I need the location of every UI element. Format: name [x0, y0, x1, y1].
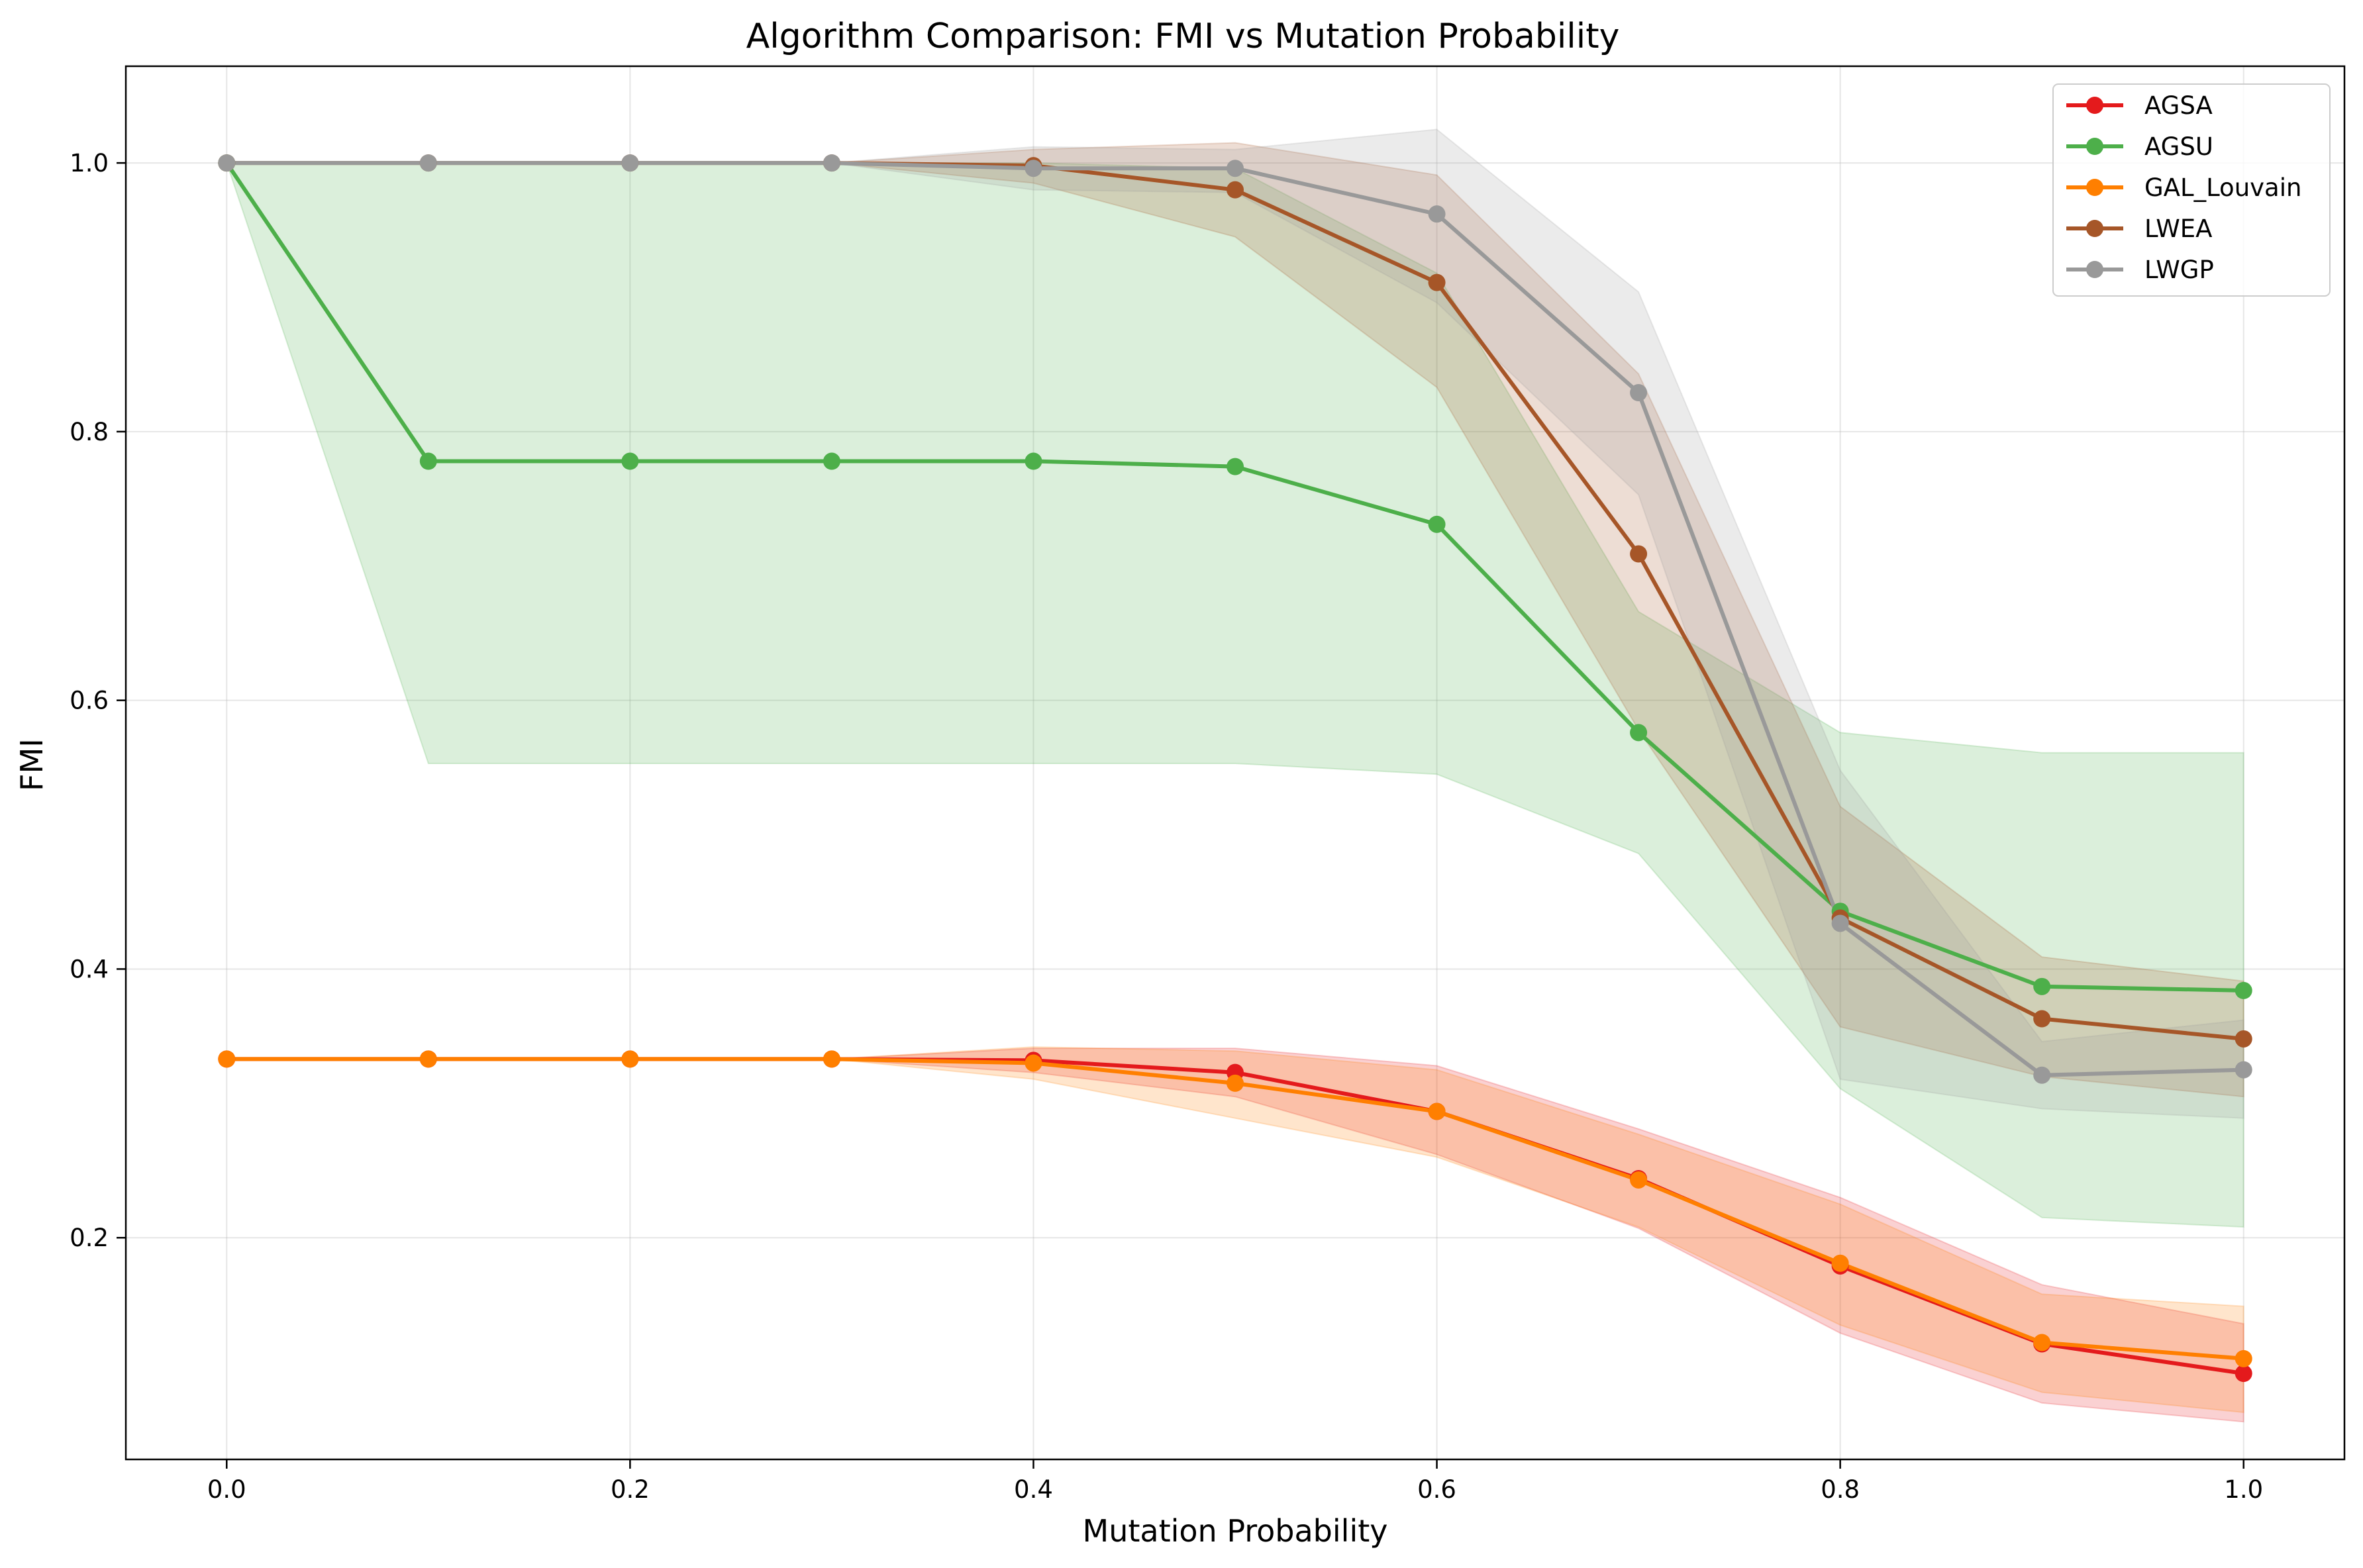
series-markers	[218, 154, 2252, 1383]
legend-marker-lwea	[2086, 220, 2103, 237]
point-gal-louvain	[1630, 1171, 1648, 1189]
legend-label-agsa: AGSA	[2144, 91, 2213, 120]
point-agsu	[1025, 452, 1042, 470]
legend-marker-agsa	[2086, 97, 2103, 114]
point-agsu	[621, 452, 639, 470]
y-tick-label: 0.8	[70, 418, 109, 446]
point-agsu	[1428, 515, 1446, 533]
point-agsu	[823, 452, 840, 470]
point-gal-louvain	[218, 1050, 236, 1068]
x-tick-label: 0.4	[1014, 1475, 1053, 1504]
point-gal-louvain	[823, 1050, 840, 1068]
point-lwgp	[218, 154, 236, 172]
point-lwea	[1428, 273, 1446, 291]
point-gal-louvain	[1025, 1054, 1042, 1072]
y-tick-label: 0.6	[70, 687, 109, 715]
point-agsu	[2033, 977, 2051, 995]
point-lwea	[1227, 181, 1244, 199]
point-agsa	[2235, 1365, 2252, 1383]
point-lwgp	[1630, 384, 1648, 402]
point-gal-louvain	[621, 1050, 639, 1068]
legend-label-lwgp: LWGP	[2144, 256, 2214, 284]
point-gal-louvain	[419, 1050, 437, 1068]
y-tick-label: 0.4	[70, 955, 109, 983]
point-gal-louvain	[2235, 1349, 2252, 1367]
legend-marker-lwgp	[2086, 261, 2103, 278]
legend-label-agsu: AGSU	[2144, 132, 2213, 161]
point-lwgp	[2235, 1061, 2252, 1079]
x-tick-label: 0.2	[611, 1475, 650, 1504]
legend-marker-agsu	[2086, 138, 2103, 155]
legend: AGSA AGSU GAL_Louvain LWEA LWGP	[2052, 83, 2331, 297]
legend-marker-gal-louvain	[2086, 179, 2103, 196]
point-lwgp	[1025, 160, 1042, 177]
x-tick-label: 1.0	[2224, 1475, 2263, 1504]
legend-label-lwea: LWEA	[2144, 215, 2213, 243]
y-tick-label: 0.2	[70, 1224, 109, 1252]
point-lwea	[2033, 1010, 2051, 1028]
point-gal-louvain	[1831, 1254, 1849, 1272]
point-lwea	[1630, 545, 1648, 563]
y-axis-ticks: 0.2 0.4 0.6 0.8 1.0	[70, 149, 126, 1252]
point-lwgp	[1831, 914, 1849, 932]
point-lwgp	[1227, 160, 1244, 177]
plot-frame	[125, 65, 2346, 1461]
chart-title: Algorithm Comparison: FMI vs Mutation Pr…	[746, 17, 1620, 56]
legend-box	[2052, 83, 2331, 297]
point-lwea	[2235, 1030, 2252, 1048]
x-axis-ticks: 0.0 0.2 0.4 0.6 0.8 1.0	[207, 1459, 2263, 1504]
point-agsu	[1227, 458, 1244, 475]
x-tick-label: 0.0	[207, 1475, 246, 1504]
y-axis-label: FMI	[14, 738, 50, 791]
point-gal-louvain	[2033, 1334, 2051, 1351]
point-agsu	[2235, 981, 2252, 999]
point-gal-louvain	[1428, 1102, 1446, 1120]
x-axis-label: Mutation Probability	[1083, 1513, 1388, 1549]
y-tick-label: 1.0	[70, 149, 109, 177]
point-agsu	[1630, 724, 1648, 742]
point-lwgp	[2033, 1066, 2051, 1084]
x-tick-label: 0.6	[1417, 1475, 1456, 1504]
point-gal-louvain	[1227, 1074, 1244, 1092]
point-lwgp	[823, 154, 840, 172]
x-tick-label: 0.8	[1821, 1475, 1860, 1504]
confidence-bands	[225, 128, 2244, 1423]
point-lwgp	[621, 154, 639, 172]
point-lwgp	[1428, 205, 1446, 223]
point-lwgp	[419, 154, 437, 172]
legend-label-gal-louvain: GAL_Louvain	[2144, 173, 2301, 202]
point-agsu	[419, 452, 437, 470]
